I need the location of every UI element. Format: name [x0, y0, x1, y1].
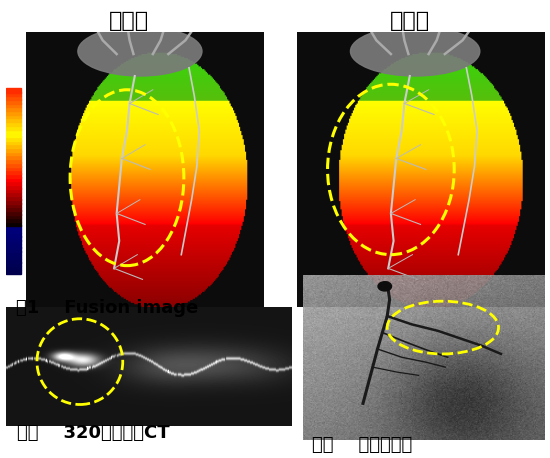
Bar	[6, 270, 21, 274]
Bar	[6, 92, 21, 96]
Bar	[6, 96, 21, 100]
Bar	[6, 203, 21, 207]
Bar	[6, 144, 21, 148]
Bar	[6, 99, 21, 104]
Bar	[6, 207, 21, 211]
Bar	[6, 166, 21, 170]
Bar	[6, 240, 21, 244]
Bar	[6, 255, 21, 259]
Bar	[6, 122, 21, 126]
Bar	[6, 107, 21, 111]
Bar	[6, 174, 21, 178]
Bar	[6, 222, 21, 226]
Bar	[6, 163, 21, 167]
Bar	[6, 88, 21, 93]
Bar	[6, 133, 21, 137]
Text: 安静時: 安静時	[390, 11, 430, 31]
Bar	[6, 225, 21, 229]
Bar	[6, 244, 21, 248]
Bar	[6, 214, 21, 218]
Bar	[6, 140, 21, 144]
Bar	[6, 177, 21, 181]
Bar	[6, 151, 21, 155]
Bar	[6, 211, 21, 215]
Bar	[6, 196, 21, 200]
Bar	[6, 236, 21, 240]
Bar	[6, 181, 21, 185]
Bar	[6, 170, 21, 174]
Text: 図２    320列冠動脈CT: 図２ 320列冠動脈CT	[17, 424, 169, 442]
Bar	[6, 185, 21, 189]
Bar	[6, 129, 21, 133]
Bar	[6, 229, 21, 233]
Ellipse shape	[350, 27, 480, 76]
Bar	[6, 114, 21, 119]
Bar	[6, 266, 21, 270]
Bar	[6, 147, 21, 152]
Text: 図３    冠動脈造影: 図３ 冠動脈造影	[312, 436, 412, 454]
Bar	[6, 155, 21, 159]
Bar	[6, 118, 21, 122]
Bar	[6, 259, 21, 263]
Bar	[6, 103, 21, 107]
Ellipse shape	[78, 27, 202, 76]
Text: 図1    Fusion image: 図1 Fusion image	[16, 299, 198, 317]
Bar	[6, 125, 21, 130]
Circle shape	[378, 282, 392, 291]
Bar	[6, 247, 21, 252]
Bar	[6, 251, 21, 256]
Bar	[6, 136, 21, 141]
Bar	[6, 158, 21, 163]
Bar	[6, 199, 21, 203]
Bar	[6, 218, 21, 222]
Bar	[6, 188, 21, 192]
Bar	[6, 262, 21, 267]
Text: 負荷時: 負荷時	[109, 11, 149, 31]
Bar	[6, 233, 21, 237]
Bar	[6, 192, 21, 196]
Bar	[6, 110, 21, 114]
